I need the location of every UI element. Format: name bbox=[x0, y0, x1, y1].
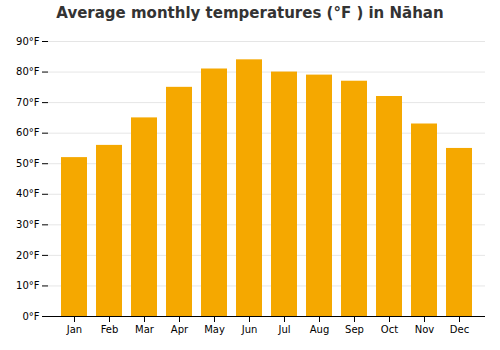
html-text:Average monthly temperatures (: Average monthly temperatures (°F ) in Nā… bbox=[56, 4, 444, 22]
svg-text:Dec: Dec bbox=[450, 324, 469, 335]
svg-text:Jun: Jun bbox=[241, 324, 258, 335]
svg-text:Aug: Aug bbox=[310, 324, 330, 335]
svg-text:May: May bbox=[204, 324, 225, 335]
svg-text:Jan: Jan bbox=[66, 324, 82, 335]
svg-text:Mar: Mar bbox=[135, 324, 155, 335]
svg-text:50°F: 50°F bbox=[16, 158, 40, 169]
svg-text:Sep: Sep bbox=[345, 324, 364, 335]
svg-text:60°F: 60°F bbox=[16, 127, 40, 138]
svg-text:10°F: 10°F bbox=[16, 280, 40, 291]
svg-text:40°F: 40°F bbox=[16, 188, 40, 199]
svg-text:0°F: 0°F bbox=[22, 311, 39, 322]
svg-text:30°F: 30°F bbox=[16, 219, 40, 230]
svg-text:Apr: Apr bbox=[171, 324, 189, 335]
svg-text:80°F: 80°F bbox=[16, 66, 40, 77]
svg-text:Feb: Feb bbox=[101, 324, 119, 335]
svg-text:90°F: 90°F bbox=[16, 36, 40, 47]
svg-text:70°F: 70°F bbox=[16, 97, 40, 108]
svg-text:Jul: Jul bbox=[277, 324, 290, 335]
svg-text:Nov: Nov bbox=[415, 324, 435, 335]
svg-text:20°F: 20°F bbox=[16, 250, 40, 261]
svg-text:Oct: Oct bbox=[381, 324, 398, 335]
